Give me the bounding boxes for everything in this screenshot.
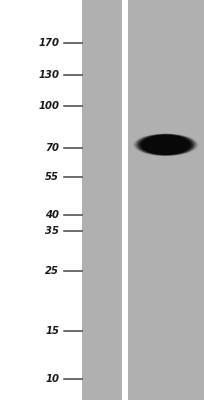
Ellipse shape xyxy=(137,134,194,156)
Ellipse shape xyxy=(139,134,192,155)
Ellipse shape xyxy=(144,135,187,154)
Bar xyxy=(82,0,122,400)
Ellipse shape xyxy=(146,136,185,154)
Ellipse shape xyxy=(138,134,194,155)
Ellipse shape xyxy=(142,135,189,154)
Ellipse shape xyxy=(143,135,189,154)
Text: 10: 10 xyxy=(45,374,59,384)
Ellipse shape xyxy=(150,136,182,153)
Ellipse shape xyxy=(134,134,197,156)
Ellipse shape xyxy=(141,135,191,155)
Text: 100: 100 xyxy=(38,101,59,111)
Ellipse shape xyxy=(135,134,196,156)
Text: 130: 130 xyxy=(38,70,59,80)
Ellipse shape xyxy=(151,136,180,153)
Text: 55: 55 xyxy=(45,172,59,182)
Ellipse shape xyxy=(151,136,181,153)
Ellipse shape xyxy=(139,134,193,155)
Ellipse shape xyxy=(136,134,196,156)
Ellipse shape xyxy=(144,135,188,154)
Ellipse shape xyxy=(142,135,190,155)
Ellipse shape xyxy=(145,136,186,154)
Ellipse shape xyxy=(147,136,184,154)
Text: 35: 35 xyxy=(45,226,59,236)
Text: 40: 40 xyxy=(45,210,59,220)
Bar xyxy=(122,0,128,400)
Ellipse shape xyxy=(149,136,183,154)
Ellipse shape xyxy=(134,134,198,156)
Ellipse shape xyxy=(152,137,180,153)
Ellipse shape xyxy=(136,134,195,156)
Text: 15: 15 xyxy=(45,326,59,336)
Bar xyxy=(128,0,204,400)
Ellipse shape xyxy=(146,136,186,154)
Text: 25: 25 xyxy=(45,266,59,276)
Text: 70: 70 xyxy=(45,143,59,153)
Ellipse shape xyxy=(140,135,191,155)
Ellipse shape xyxy=(148,136,184,154)
Text: 170: 170 xyxy=(38,38,59,48)
Ellipse shape xyxy=(149,136,182,153)
